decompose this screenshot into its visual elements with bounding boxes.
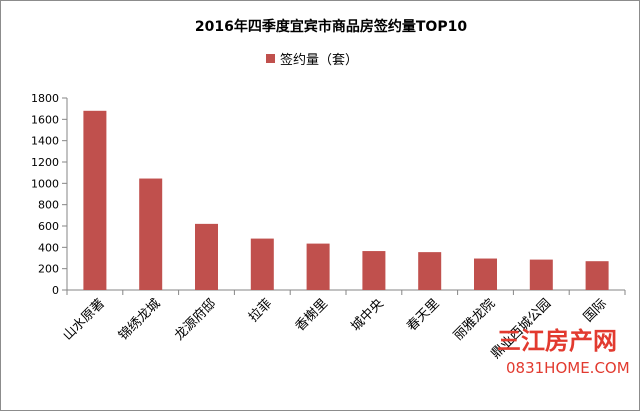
bar [250, 238, 274, 290]
x-tick-label: 国际 [581, 296, 610, 325]
y-tick-label: 1600 [31, 113, 59, 126]
bar [585, 261, 609, 290]
y-tick-label: 1400 [31, 135, 59, 148]
bar [306, 243, 330, 290]
x-tick-label: 锦绣龙城 [116, 296, 163, 343]
bar [474, 258, 497, 290]
chart-title: 2016年四季度宜宾市商品房签约量TOP10 [195, 18, 467, 35]
y-tick-label: 1000 [31, 177, 59, 190]
watermark-url: 0831HOME.COM [506, 359, 630, 377]
bar [418, 252, 442, 290]
bars [83, 110, 609, 290]
y-tick-label: 1200 [31, 156, 59, 169]
y-tick-label: 0 [52, 284, 59, 297]
bar [195, 223, 218, 290]
y-tick-label: 800 [38, 199, 59, 212]
watermark: 三江房产网 0831HOME.COM [497, 327, 630, 377]
legend-swatch [266, 54, 275, 63]
y-tick-label: 400 [38, 241, 59, 254]
bar [83, 110, 107, 290]
y-tick-label: 1800 [31, 92, 59, 105]
x-tick-label: 山水原著 [60, 296, 107, 343]
y-tick-label: 600 [38, 220, 59, 233]
x-tick-label: 春天里 [404, 296, 442, 334]
x-tick-label: 丽雅龙院 [451, 296, 498, 343]
x-tick-label: 香榭里 [292, 296, 331, 335]
bar [139, 178, 163, 290]
watermark-brand: 三江房产网 [497, 327, 617, 355]
x-tick-label: 拉菲 [246, 296, 275, 325]
y-tick-labels: 0 200 400 600 800 1000 1200 1400 1600 1800 [31, 92, 59, 297]
legend: 签约量（套） [266, 52, 358, 68]
x-tick-label: 城中央 [349, 296, 387, 334]
x-tick-label: 龙源府邸 [172, 296, 219, 343]
y-tick-label: 200 [38, 263, 59, 276]
bar [529, 259, 553, 290]
legend-label: 签约量（套） [280, 52, 358, 68]
bar [362, 251, 386, 290]
